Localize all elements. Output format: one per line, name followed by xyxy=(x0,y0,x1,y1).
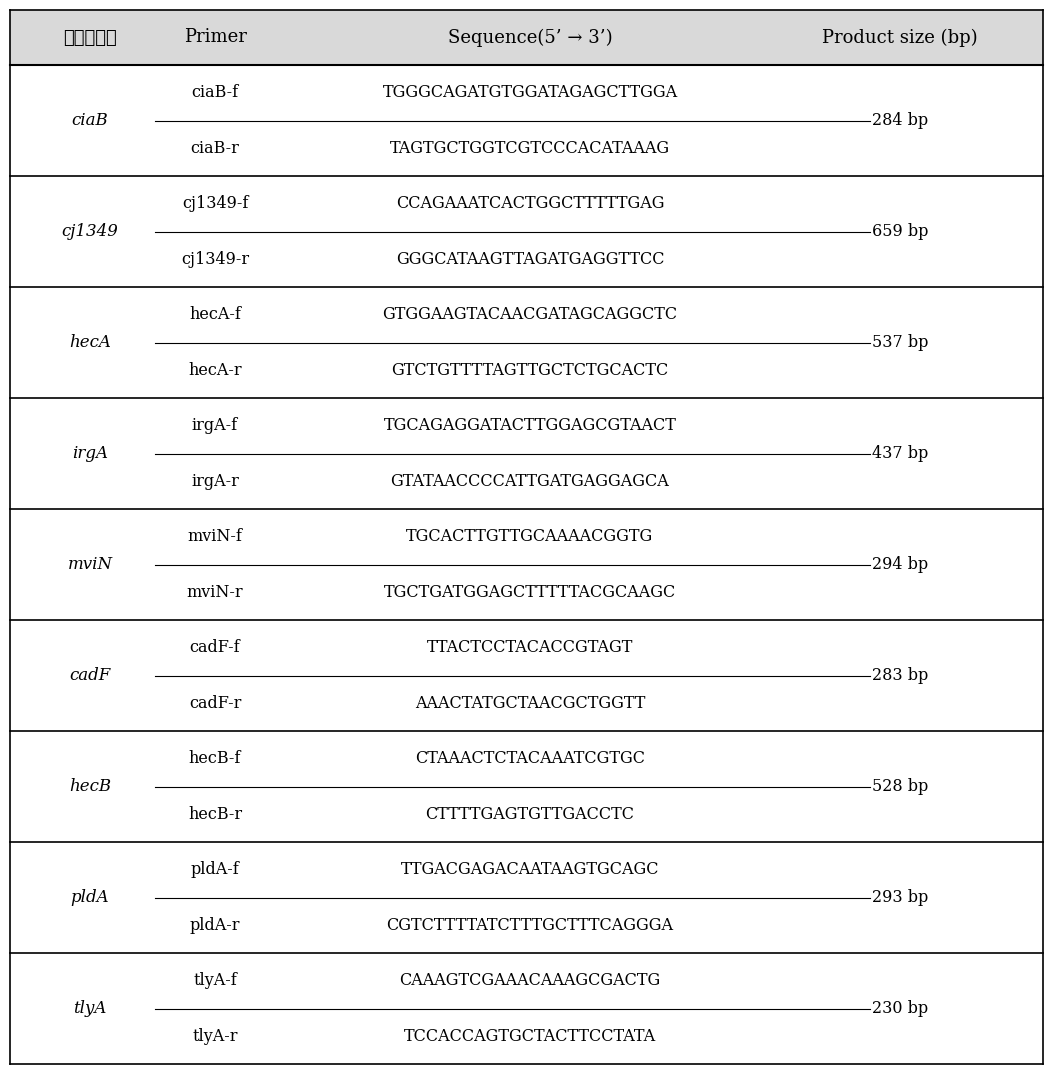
Text: AAACTATGCTAACGCTGGTT: AAACTATGCTAACGCTGGTT xyxy=(415,695,645,712)
Text: Primer: Primer xyxy=(183,29,246,46)
Text: Sequence(5’ → 3’): Sequence(5’ → 3’) xyxy=(448,28,612,46)
Text: 284 bp: 284 bp xyxy=(872,112,928,129)
Text: cadF: cadF xyxy=(69,667,111,684)
Text: GTCTGTTTTAGTTGCTCTGCACTC: GTCTGTTTTAGTTGCTCTGCACTC xyxy=(392,362,669,379)
Text: GTGGAAGTACAACGATAGCAGGCTC: GTGGAAGTACAACGATAGCAGGCTC xyxy=(382,306,677,323)
Text: hecB-f: hecB-f xyxy=(188,751,241,767)
Text: 293 bp: 293 bp xyxy=(872,889,928,906)
Text: GGGCATAAGTTAGATGAGGTTCC: GGGCATAAGTTAGATGAGGTTCC xyxy=(396,250,664,267)
Bar xyxy=(9,10,1044,66)
Text: CGTCTTTTATCTTTGCTTTCAGGGA: CGTCTTTTATCTTTGCTTTCAGGGA xyxy=(386,917,674,933)
Text: CTTTTGAGTGTTGACCTC: CTTTTGAGTGTTGACCTC xyxy=(425,806,635,823)
Text: Product size (bp): Product size (bp) xyxy=(822,28,978,46)
Text: mviN: mviN xyxy=(67,556,113,574)
Text: ciaB-r: ciaB-r xyxy=(191,140,239,157)
Text: pldA-f: pldA-f xyxy=(191,861,239,879)
Text: mviN-r: mviN-r xyxy=(186,584,243,600)
Text: cadF-f: cadF-f xyxy=(190,639,240,656)
Text: hecB: hecB xyxy=(68,778,111,795)
Text: pldA: pldA xyxy=(71,889,110,906)
Text: hecA-f: hecA-f xyxy=(190,306,241,323)
Text: CTAAACTCTACAAATCGTGC: CTAAACTCTACAAATCGTGC xyxy=(415,751,645,767)
Text: 283 bp: 283 bp xyxy=(872,667,928,684)
Text: 659 bp: 659 bp xyxy=(872,223,928,240)
Text: irgA-r: irgA-r xyxy=(191,473,239,490)
Text: TTACTCCTACACCGTAGT: TTACTCCTACACCGTAGT xyxy=(426,639,633,656)
Text: tlyA: tlyA xyxy=(74,1000,106,1017)
Text: TAGTGCTGGTCGTCCCACATAAAG: TAGTGCTGGTCGTCCCACATAAAG xyxy=(390,140,670,157)
Text: TCCACCAGTGCTACTTCCTATA: TCCACCAGTGCTACTTCCTATA xyxy=(404,1028,656,1045)
Text: CCAGAAATCACTGGCTTTTTGAG: CCAGAAATCACTGGCTTTTTGAG xyxy=(396,195,664,213)
Text: TTGACGAGACAATAAGTGCAGC: TTGACGAGACAATAAGTGCAGC xyxy=(401,861,659,879)
Text: cj1349-f: cj1349-f xyxy=(182,195,249,213)
Text: cadF-r: cadF-r xyxy=(188,695,241,712)
Text: hecA-r: hecA-r xyxy=(188,362,242,379)
Text: irgA-f: irgA-f xyxy=(192,418,238,434)
Text: tlyA-f: tlyA-f xyxy=(193,972,237,989)
Text: irgA: irgA xyxy=(72,445,108,462)
Text: 537 bp: 537 bp xyxy=(872,334,928,351)
Text: cj1349: cj1349 xyxy=(61,223,118,240)
Text: TGCTGATGGAGCTTTTTACGCAAGC: TGCTGATGGAGCTTTTTACGCAAGC xyxy=(384,584,676,600)
Text: TGCAGAGGATACTTGGAGCGTAACT: TGCAGAGGATACTTGGAGCGTAACT xyxy=(383,418,676,434)
Text: cj1349-r: cj1349-r xyxy=(181,250,250,267)
Text: hecB-r: hecB-r xyxy=(187,806,242,823)
Text: mviN-f: mviN-f xyxy=(187,528,242,546)
Text: ciaB: ciaB xyxy=(72,112,108,129)
Text: CAAAGTCGAAACAAAGCGACTG: CAAAGTCGAAACAAAGCGACTG xyxy=(399,972,660,989)
Text: GTATAACCCCATTGATGAGGAGCA: GTATAACCCCATTGATGAGGAGCA xyxy=(391,473,670,490)
Text: TGGGCAGATGTGGATAGAGCTTGGA: TGGGCAGATGTGGATAGAGCTTGGA xyxy=(382,84,677,101)
Text: 294 bp: 294 bp xyxy=(872,556,928,574)
Text: TGCACTTGTTGCAAAACGGTG: TGCACTTGTTGCAAAACGGTG xyxy=(406,528,654,546)
Text: 528 bp: 528 bp xyxy=(872,778,928,795)
Text: 독소유전자: 독소유전자 xyxy=(63,29,117,46)
Text: 230 bp: 230 bp xyxy=(872,1000,928,1017)
Text: pldA-r: pldA-r xyxy=(190,917,240,933)
Text: hecA: hecA xyxy=(69,334,111,351)
Text: tlyA-r: tlyA-r xyxy=(193,1028,238,1045)
Text: ciaB-f: ciaB-f xyxy=(192,84,239,101)
Text: 437 bp: 437 bp xyxy=(872,445,928,462)
